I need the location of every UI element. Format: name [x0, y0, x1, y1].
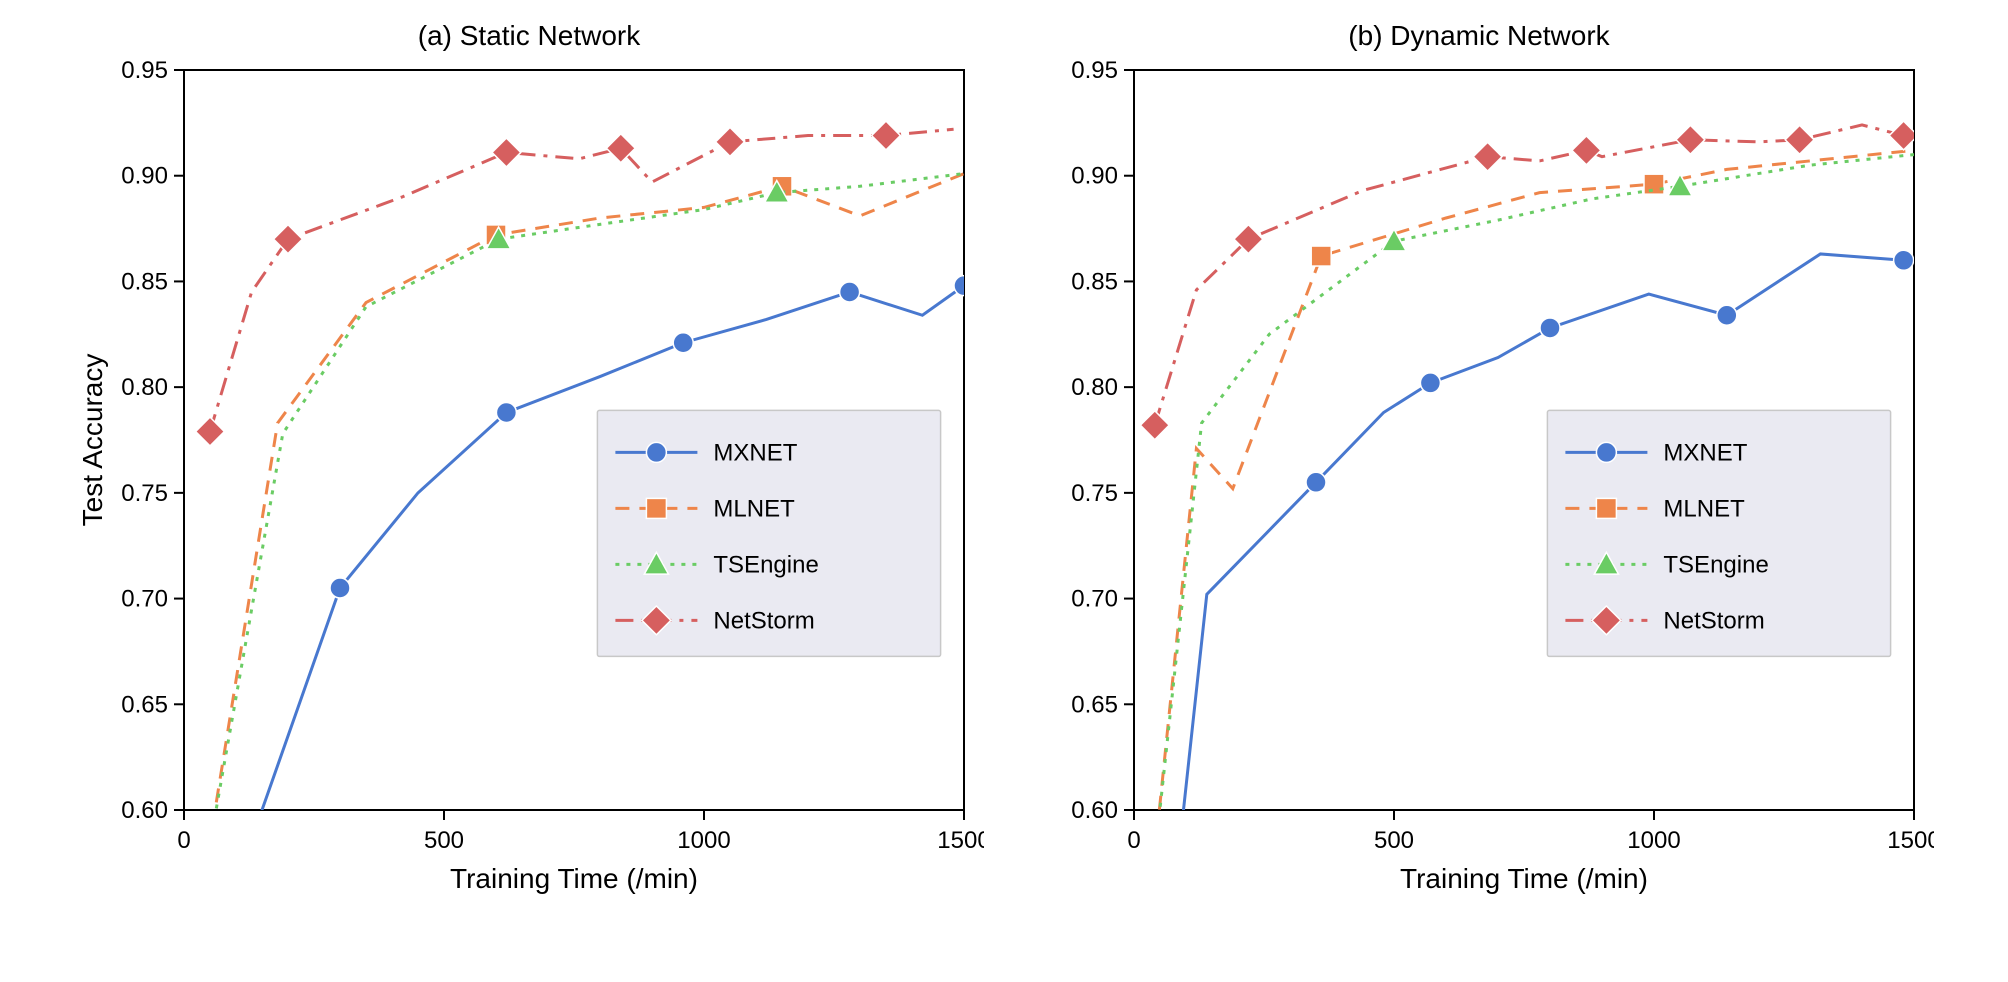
y-tick-label: 0.85: [121, 268, 168, 295]
x-tick-label: 500: [1374, 827, 1414, 854]
x-tick-label: 0: [177, 827, 190, 854]
legend-label: MXNET: [1663, 439, 1747, 466]
x-tick-label: 1500: [1887, 827, 1934, 854]
legend-label: TSEngine: [1663, 551, 1768, 578]
series-marker-mlnet: [1140, 895, 1160, 900]
series-marker-tsengine: [1138, 893, 1162, 900]
series-marker-mlnet: [195, 863, 215, 883]
legend: MXNET MLNET TSEngine NetStorm: [597, 410, 940, 656]
series-marker-mlnet: [1311, 246, 1331, 266]
y-tick-label: 0.75: [1071, 480, 1118, 507]
legend-label: NetStorm: [1663, 607, 1764, 634]
plot-svg: 0 500 1000 1500 0.60 0.65 0.70 0.75 0.80 0.85 0.90…: [74, 60, 984, 900]
y-tick-label: 0.75: [121, 480, 168, 507]
series-marker-mxnet: [1420, 373, 1440, 393]
y-tick-label: 0.85: [1071, 268, 1118, 295]
series-marker-tsengine: [193, 861, 217, 883]
y-tick-label: 0.95: [121, 60, 168, 84]
legend-label: MXNET: [713, 439, 797, 466]
x-tick-label: 1000: [677, 827, 730, 854]
y-tick-label: 0.65: [1071, 691, 1118, 718]
y-axis-label: Test Accuracy: [77, 354, 108, 527]
series-marker-mxnet: [954, 276, 974, 296]
x-tick-label: 1500: [937, 827, 984, 854]
x-tick-label: 500: [424, 827, 464, 854]
legend-label: NetStorm: [713, 607, 814, 634]
series-marker-mxnet: [1540, 318, 1560, 338]
x-tick-label: 1000: [1627, 827, 1680, 854]
series-marker-mxnet: [673, 333, 693, 353]
series-marker-mxnet: [1894, 250, 1914, 270]
x-axis-label: Training Time (/min): [450, 863, 698, 894]
series-marker-mxnet: [496, 403, 516, 423]
y-tick-label: 0.80: [1071, 374, 1118, 401]
y-tick-label: 0.60: [121, 797, 168, 824]
panel-title: (b) Dynamic Network: [1024, 20, 1934, 52]
legend-label: MLNET: [713, 495, 795, 522]
y-tick-label: 0.90: [1071, 163, 1118, 190]
legend-label: MLNET: [1663, 495, 1745, 522]
legend-marker-mlnet: [1596, 498, 1616, 518]
legend: MXNET MLNET TSEngine NetStorm: [1547, 410, 1890, 656]
x-axis-label: Training Time (/min): [1400, 863, 1648, 894]
panel-static: (a) Static Network 0 500 1000 1500 0.60 0.65 0.…: [74, 20, 984, 900]
y-tick-label: 0.70: [1071, 586, 1118, 613]
y-tick-label: 0.95: [1071, 60, 1118, 84]
series-marker-mxnet: [840, 282, 860, 302]
x-tick-label: 0: [1127, 827, 1140, 854]
series-marker-mlnet: [1644, 174, 1664, 194]
plot-svg: 0 500 1000 1500 0.60 0.65 0.70 0.75 0.80 0.85 0.90…: [1024, 60, 1934, 900]
series-marker-mxnet: [1717, 305, 1737, 325]
y-tick-label: 0.65: [121, 691, 168, 718]
panel-title: (a) Static Network: [74, 20, 984, 52]
y-tick-label: 0.90: [121, 163, 168, 190]
legend-marker-mxnet: [1596, 442, 1616, 462]
figure-container: (a) Static Network 0 500 1000 1500 0.60 0.65 0.…: [20, 20, 1988, 900]
legend-label: TSEngine: [713, 551, 818, 578]
y-tick-label: 0.80: [121, 374, 168, 401]
series-marker-mxnet: [1306, 472, 1326, 492]
y-tick-label: 0.70: [121, 586, 168, 613]
legend-marker-mxnet: [646, 442, 666, 462]
series-marker-mxnet: [330, 578, 350, 598]
panel-dynamic: (b) Dynamic Network0500100015000.600.650…: [1024, 20, 1934, 900]
legend-marker-mlnet: [646, 498, 666, 518]
y-tick-label: 0.60: [1071, 797, 1118, 824]
